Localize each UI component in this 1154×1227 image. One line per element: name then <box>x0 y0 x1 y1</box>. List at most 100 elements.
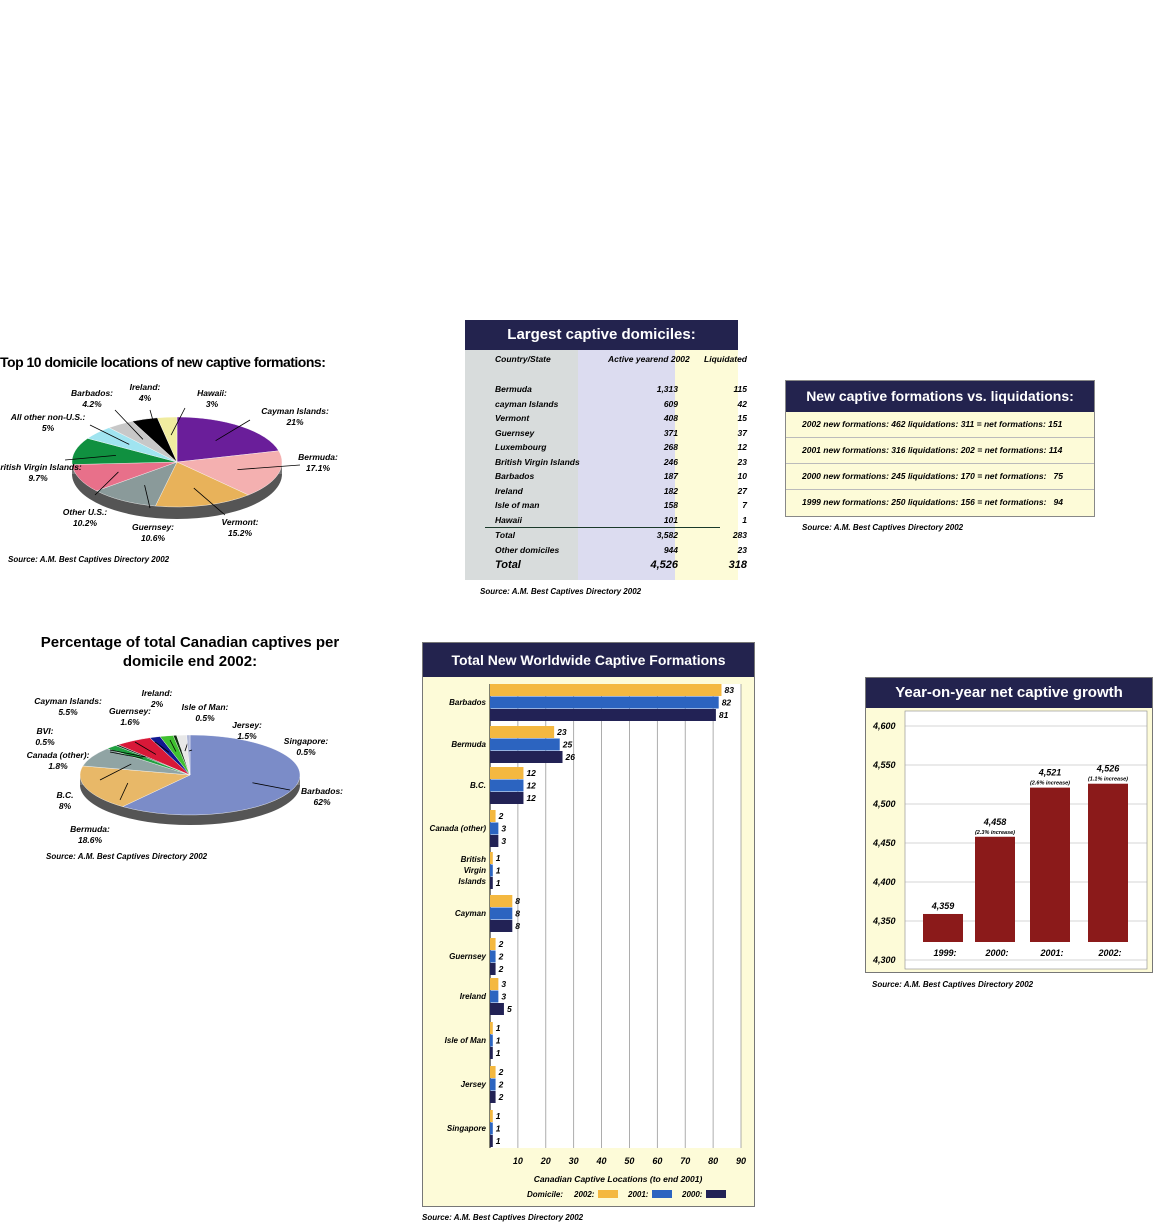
table-row-cell: cayman Islands <box>495 398 559 409</box>
total-row-cell: 3,582 <box>656 530 678 540</box>
bar <box>490 852 493 864</box>
table-row-cell: 1 <box>742 514 747 525</box>
slice-label-value: 15.2% <box>228 528 253 538</box>
pie1-source: Source: A.M. Best Captives Directory 200… <box>8 555 170 564</box>
table-title: Largest captive domiciles: <box>465 320 738 350</box>
bar <box>490 864 493 877</box>
x-tick-label: 80 <box>708 1156 718 1166</box>
bar <box>490 696 719 709</box>
bar <box>490 950 496 963</box>
slice-label-value: 8% <box>59 801 72 811</box>
x-category-label: 2002: <box>1097 948 1121 958</box>
bar <box>490 1066 496 1078</box>
leader-line <box>134 741 157 755</box>
x-tick-label: 30 <box>569 1156 579 1166</box>
header-cell: Liquidated <box>704 354 747 364</box>
legend-series-label: 2002: <box>573 1190 595 1199</box>
total-row-cell: 23 <box>737 544 747 555</box>
category-label: Canada (other) <box>430 824 487 833</box>
bar <box>490 751 563 763</box>
slice-label-value: 4.2% <box>81 399 102 409</box>
bar-value-label: 2 <box>498 1092 504 1102</box>
slice-label: Bermuda: 18.6% <box>70 824 110 845</box>
bar <box>1030 787 1070 942</box>
leader-line <box>114 409 144 440</box>
slice-label-name: British Virgin Islands: <box>0 462 82 472</box>
y-tick-label: 4,400 <box>872 877 896 887</box>
slice-label: All other non-U.S.: 5% <box>10 412 86 433</box>
y-tick-label: 4,350 <box>872 916 896 926</box>
bar-value-label: 2 <box>498 939 504 949</box>
bar <box>490 1034 493 1047</box>
category-label: Bermuda <box>451 740 486 749</box>
pie-slice <box>186 734 191 776</box>
bar <box>490 684 722 696</box>
bar-note-label: (2.6% increase) <box>1030 781 1070 787</box>
table-row-cell: 27 <box>737 485 747 496</box>
y-tick-label: 4,300 <box>872 955 896 965</box>
x-category-label: 1999: <box>933 948 956 958</box>
slice-label: British Virgin Islands: 9.7% <box>0 462 82 483</box>
pie2-title: Percentage of total Canadian captives pe… <box>40 634 340 670</box>
slice-label-value: 1.5% <box>237 731 257 741</box>
leader-line <box>237 464 301 471</box>
y-tick-label: 4,450 <box>872 838 896 848</box>
bar-note-label: (2.3% increase) <box>975 830 1015 836</box>
slice-label-name: Bermuda: <box>298 452 338 462</box>
bar-note-label: (1.1% increase) <box>1088 777 1128 783</box>
bar-value-label: 1 <box>496 853 501 863</box>
bar-value-label: 8 <box>515 921 520 931</box>
bar-value-label: 1 <box>496 1023 501 1033</box>
table-row-cell: Bermuda <box>495 384 532 394</box>
pie-slice <box>96 461 178 507</box>
slice-label-name: Bermuda: <box>70 824 110 834</box>
table-row-cell: 115 <box>733 384 747 394</box>
formations-title: New captive formations vs. liquidations: <box>786 381 1094 412</box>
total-row-cell: 318 <box>728 559 747 571</box>
bar-value-label: 1 <box>496 1136 501 1146</box>
bar <box>490 1003 504 1015</box>
pie-slice <box>176 416 280 463</box>
table-row-cell: Guernsey <box>495 427 535 438</box>
slice-label: Bermuda: 17.1% <box>298 452 338 473</box>
bar <box>490 792 524 804</box>
x-category-label: 2000: <box>984 948 1008 958</box>
bar <box>490 907 513 920</box>
slice-label-name: Barbados: <box>71 388 113 398</box>
bar-value-label: 2 <box>498 811 504 821</box>
total-row-cell: 944 <box>663 544 678 555</box>
bar <box>490 978 499 990</box>
slice-label-name: B.C. <box>57 790 74 800</box>
slice-label: Cayman Islands: 21% <box>261 406 329 427</box>
leader-line <box>154 741 170 753</box>
leader-line <box>109 751 143 759</box>
bar <box>490 1135 493 1147</box>
leader-line <box>144 485 151 509</box>
slice-label-value: 17.1% <box>306 463 331 473</box>
slice-label: Guernsey: 1.6% <box>109 706 151 727</box>
header-cell: Country/State <box>495 354 551 364</box>
leader-line <box>170 407 186 436</box>
category-label: Singapore <box>447 1124 487 1133</box>
x-tick-label: 70 <box>680 1156 690 1166</box>
slice-label: Cayman Islands: 5.5% <box>34 696 102 717</box>
bar-value-label: 2 <box>498 1067 504 1077</box>
slice-label-name: Singapore: <box>284 736 329 746</box>
x-tick-label: 60 <box>652 1156 662 1166</box>
slice-label-value: 10.2% <box>73 518 98 528</box>
slice-label-name: Cayman Islands: <box>261 406 329 416</box>
legend-swatch <box>652 1190 672 1198</box>
slice-label-value: 18.6% <box>78 835 103 845</box>
slice-label-value: 0.5% <box>35 737 55 747</box>
bar <box>490 877 493 889</box>
total-row-cell: 283 <box>732 530 747 540</box>
table-row-cell: 187 <box>663 471 678 481</box>
table-row-cell: Hawaii <box>495 514 522 525</box>
table-row-cell: 15 <box>737 413 747 423</box>
category-label: Guernsey <box>449 952 486 961</box>
yoy-title: Year-on-year net captive growth <box>866 678 1152 708</box>
bar <box>490 822 499 835</box>
bar <box>490 835 499 847</box>
table-row-cell: 609 <box>663 398 678 409</box>
slice-label-value: 21% <box>285 417 303 427</box>
